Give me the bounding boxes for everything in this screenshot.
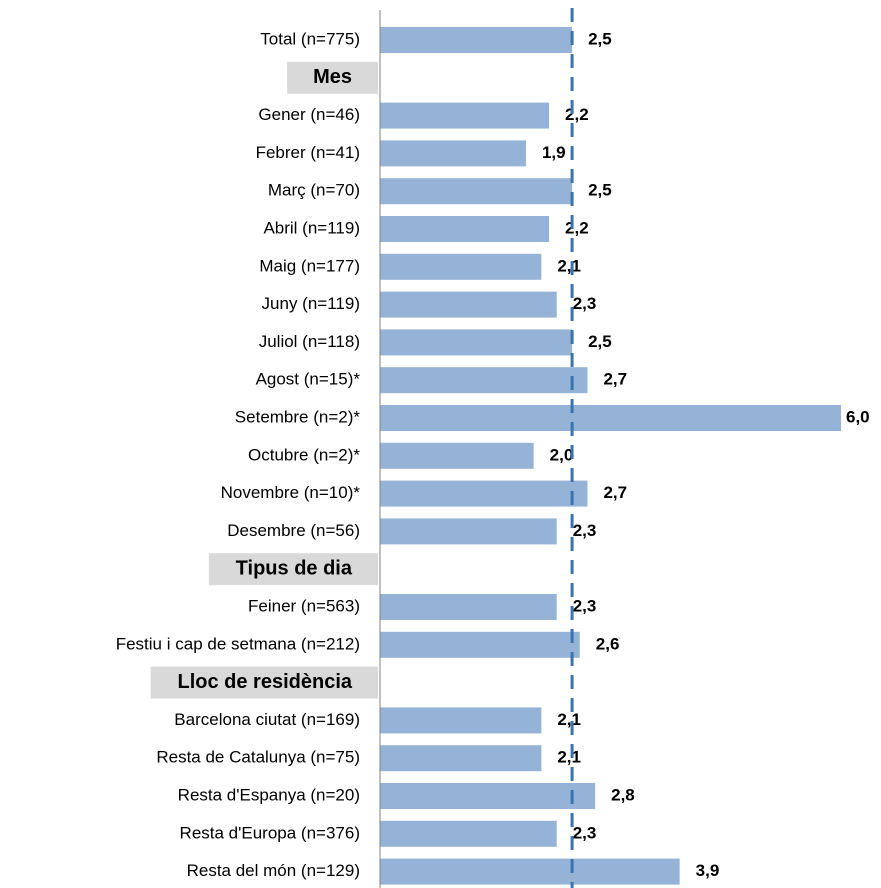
value-label: 6,0 [846, 407, 870, 426]
category-label: Resta d'Espanya (n=20) [178, 785, 360, 804]
value-label: 2,7 [603, 483, 627, 502]
value-label: 2,5 [588, 332, 612, 351]
value-label: 2,1 [557, 256, 581, 275]
section-header: Lloc de residència [177, 671, 352, 693]
bar [380, 140, 526, 167]
value-label: 2,2 [565, 105, 589, 124]
value-label: 2,5 [588, 181, 612, 200]
bar [380, 291, 557, 318]
bar [380, 745, 542, 772]
bar [380, 783, 596, 809]
category-label: Juny (n=119) [262, 294, 360, 313]
bar [380, 367, 588, 394]
category-label: Juliol (n=118) [259, 332, 360, 351]
value-label: 2,3 [573, 294, 597, 313]
value-label: 3,9 [696, 861, 720, 880]
category-label: Gener (n=46) [258, 105, 360, 124]
bar [380, 594, 557, 620]
bar [380, 480, 588, 507]
bar [380, 820, 557, 847]
bar [380, 405, 841, 431]
category-label: Festiu i cap de setmana (n=212) [116, 634, 360, 653]
section-header: Tipus de dia [236, 557, 353, 579]
category-label: Resta d'Europa (n=376) [180, 823, 360, 842]
category-label: Resta del món (n=129) [187, 861, 360, 880]
category-label: Novembre (n=10)* [221, 483, 361, 502]
bar [380, 178, 573, 205]
bar [380, 442, 534, 469]
value-label: 2,3 [573, 596, 597, 615]
category-label: Total (n=775) [260, 29, 360, 48]
bar [380, 858, 680, 885]
category-label: Març (n=70) [268, 181, 360, 200]
bar [380, 102, 550, 129]
value-label: 2,7 [603, 370, 627, 389]
bar [380, 329, 573, 356]
bar [380, 253, 542, 280]
category-label: Barcelona ciutat (n=169) [174, 710, 360, 729]
header-backgrounds [150, 61, 378, 699]
value-label: 2,2 [565, 218, 589, 237]
category-label: Octubre (n=2)* [248, 445, 360, 464]
category-label: Maig (n=177) [259, 256, 360, 275]
category-label: Setembre (n=2)* [235, 407, 361, 426]
category-label: Desembre (n=56) [227, 521, 360, 540]
value-label: 2,0 [550, 445, 574, 464]
value-label: 2,5 [588, 29, 612, 48]
value-label: 1,9 [542, 143, 566, 162]
category-label: Resta de Catalunya (n=75) [156, 748, 360, 767]
category-label: Abril (n=119) [263, 218, 360, 237]
value-label: 2,3 [573, 521, 597, 540]
section-header-box [150, 666, 378, 699]
value-label: 2,1 [557, 748, 581, 767]
section-header-box [287, 61, 378, 94]
section-header: Mes [313, 66, 352, 88]
value-label: 2,8 [611, 785, 635, 804]
bar [380, 216, 550, 242]
bar [380, 518, 557, 545]
category-label: Agost (n=15)* [256, 370, 361, 389]
bar [380, 631, 580, 658]
category-label: Feiner (n=563) [248, 596, 360, 615]
value-label: 2,6 [596, 634, 620, 653]
bar [380, 27, 573, 53]
section-header-box [208, 553, 378, 586]
value-label: 2,3 [573, 823, 597, 842]
value-label: 2,1 [557, 710, 581, 729]
category-label: Febrer (n=41) [256, 143, 360, 162]
bar [380, 707, 542, 734]
